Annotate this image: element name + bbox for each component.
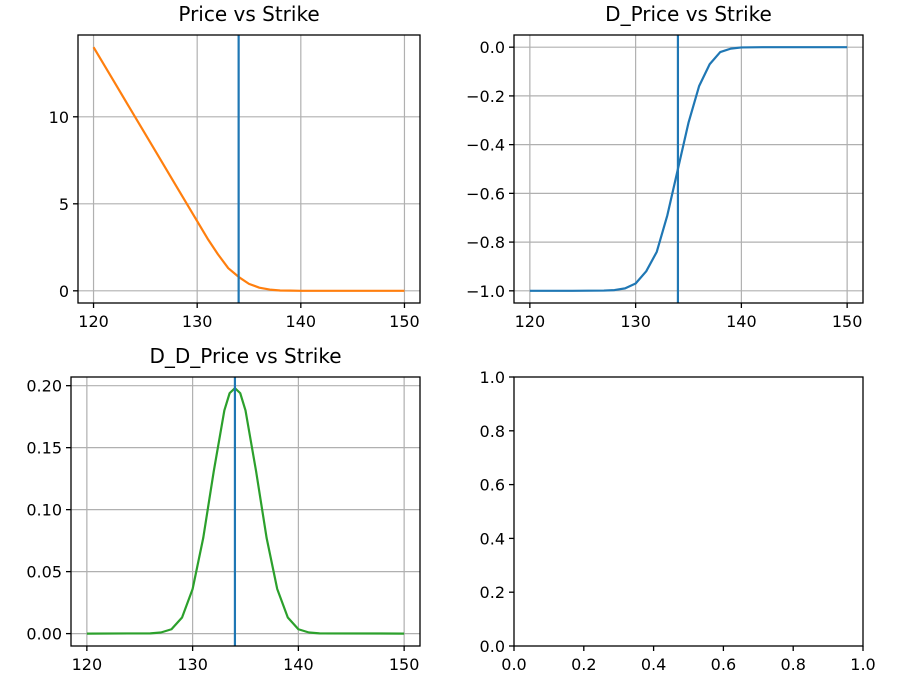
y-tick-label: 0.00 — [26, 625, 62, 644]
x-tick-label: 130 — [177, 655, 208, 674]
y-tick-label: −0.8 — [466, 233, 505, 252]
x-tick-label: 130 — [182, 312, 213, 331]
y-tick-label: 0 — [59, 282, 69, 301]
chart-title: Price vs Strike — [178, 2, 319, 26]
y-tick-label: 0.0 — [480, 38, 505, 57]
y-tick-label: −0.6 — [466, 184, 505, 203]
x-tick-label: 0.8 — [780, 655, 805, 674]
x-tick-label: 0.2 — [571, 655, 596, 674]
chart-panel-3: 120 130 140 150 0.00 0.05 0.10 0.15 0.20 D_D_Pric… — [26, 344, 421, 674]
x-tick-label: 140 — [726, 312, 757, 331]
y-tick-label: 0.4 — [480, 529, 505, 548]
y-tick-label: −0.4 — [466, 136, 505, 155]
chart-title: D_D_Price vs Strike — [149, 344, 341, 368]
x-tick-label: 120 — [515, 312, 546, 331]
y-tick-label: 0.10 — [26, 501, 62, 520]
x-tick-label: 130 — [620, 312, 651, 331]
x-tick-label: 0.4 — [641, 655, 666, 674]
plot-area — [92, 35, 405, 303]
plot-area — [86, 377, 405, 646]
x-tick-label: 120 — [78, 312, 109, 331]
x-tick-label: 140 — [283, 655, 314, 674]
chart-panel-1: 120 130 140 150 0 5 10 Price vs Strike — [49, 2, 421, 331]
y-tick-label: 0.0 — [480, 637, 505, 656]
y-tick-label: 0.2 — [480, 583, 505, 602]
axes-frame — [513, 34, 864, 304]
y-tick-label: 0.20 — [26, 377, 62, 396]
x-tick-label: 150 — [832, 312, 863, 331]
chart-title: D_Price vs Strike — [605, 2, 772, 26]
y-tick-label: 10 — [49, 108, 69, 127]
axes-frame — [513, 376, 864, 647]
y-tick-label: −0.2 — [466, 87, 505, 106]
x-tick-label: 120 — [72, 655, 103, 674]
y-tick-label: 5 — [59, 195, 69, 214]
series-line-1 — [529, 46, 848, 292]
axes-frame — [77, 34, 421, 304]
chart-panel-2: 120 130 140 150 0.0 −0.2 −0.4 −0.6 −0.8 −1.0 D_Pri… — [466, 2, 864, 331]
series-line-1 — [86, 387, 405, 635]
x-tick-label: 0.6 — [711, 655, 736, 674]
x-tick-label: 150 — [389, 655, 420, 674]
y-tick-label: 0.15 — [26, 439, 62, 458]
x-tick-label: 1.0 — [850, 655, 875, 674]
axes-frame — [70, 376, 421, 647]
chart-panel-4: 0.0 0.2 0.4 0.6 0.8 1.0 0.0 0.2 0.4 0.6 0.8 1.0 — [480, 368, 876, 674]
y-tick-label: 1.0 — [480, 368, 505, 387]
x-tick-label: 150 — [389, 312, 420, 331]
y-tick-label: 0.6 — [480, 476, 505, 495]
plot-area — [529, 35, 848, 303]
y-tick-label: 0.8 — [480, 422, 505, 441]
series-line-1 — [92, 46, 405, 292]
y-tick-label: 0.05 — [26, 563, 62, 582]
y-tick-label: −1.0 — [466, 282, 505, 301]
x-tick-label: 140 — [286, 312, 317, 331]
x-tick-label: 0.0 — [501, 655, 526, 674]
